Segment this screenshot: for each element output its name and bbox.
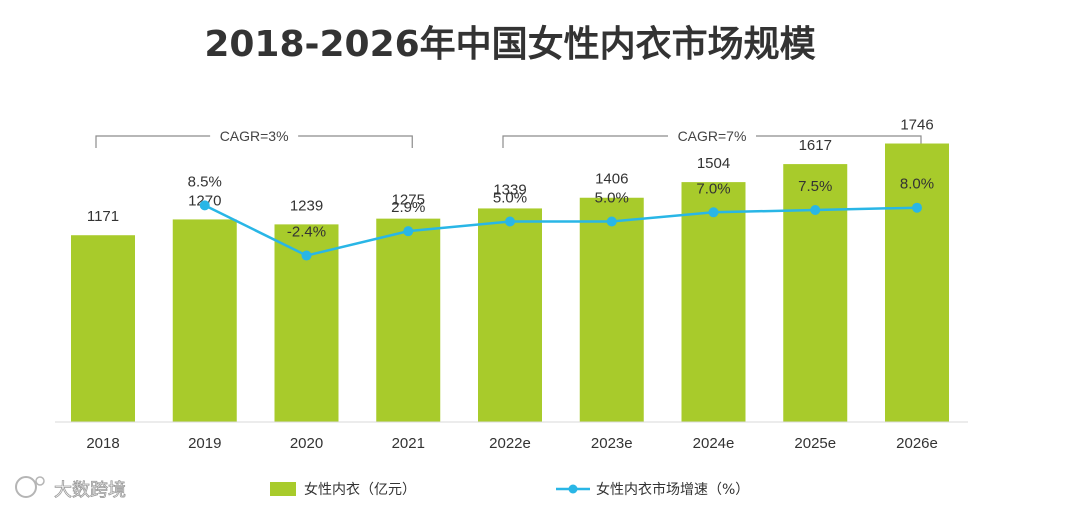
legend-line-label: 女性内衣市场增速（%）: [596, 481, 749, 498]
cagr-label: CAGR=3%: [220, 128, 289, 144]
bar-value-label: 1171: [87, 208, 119, 225]
x-tick-label: 2024e: [693, 435, 735, 452]
growth-point: [606, 216, 617, 227]
growth-point: [403, 226, 414, 237]
legend-bar-swatch: [270, 482, 296, 496]
legend-line-marker: [568, 484, 578, 494]
x-axis-ticks: 2018 2019 2020 2021 2022e 2023e 2024e 2025e 2026…: [86, 435, 938, 452]
watermark-logo-icon: [15, 476, 37, 498]
bar-value-label: 1239: [290, 197, 323, 214]
cagr-label: CAGR=7%: [678, 128, 747, 144]
x-tick-label: 2026e: [896, 435, 938, 452]
bar-value-label: 1339: [493, 181, 526, 198]
growth-point: [199, 200, 210, 211]
bar: [71, 235, 135, 422]
legend-bar-label: 女性内衣（亿元）: [304, 481, 416, 498]
growth-point: [301, 250, 312, 261]
growth-value-label: 8.0%: [900, 176, 934, 193]
growth-value-label: 8.5%: [188, 173, 222, 190]
bar: [172, 219, 237, 422]
growth-line: [204, 204, 918, 257]
bar-value-label: 1406: [595, 171, 628, 188]
growth-value-label: 7.0%: [696, 180, 730, 197]
growth-point: [708, 207, 719, 218]
watermark-logo-dot: [35, 476, 45, 486]
cagr-annotations: CAGR=3% CAGR=7%: [95, 128, 922, 148]
bar-series: 117112701239127513391406150416171746: [71, 117, 949, 422]
bar-value-label: 1275: [392, 192, 425, 209]
bar-value-label: 1617: [799, 137, 832, 154]
growth-point: [505, 216, 515, 227]
growth-point: [912, 202, 922, 213]
x-tick-label: 2025e: [794, 435, 836, 452]
growth-value-label: 5.0%: [493, 190, 527, 207]
watermark: 大数跨境: [15, 476, 126, 501]
x-tick-label: 2023e: [591, 435, 633, 452]
bar: [579, 197, 644, 422]
x-tick-label: 2020: [290, 435, 323, 452]
growth-value-label: -2.4%: [287, 224, 326, 241]
line-series: 8.5% -2.4% 2.9% 5.0% 5.0% 7.0% 7.5% 8.0%: [188, 173, 934, 261]
x-tick-label: 2018: [86, 435, 119, 452]
cagr-bracket: [95, 135, 413, 148]
bar: [885, 143, 949, 422]
chart-title: 2018-2026年中国女性内衣市场规模: [204, 24, 815, 65]
bar-value-label: 1504: [697, 155, 730, 172]
x-tick-label: 2019: [188, 435, 221, 452]
x-tick-label: 2022e: [489, 435, 531, 452]
bar: [478, 208, 542, 422]
bar: [376, 218, 441, 422]
growth-value-label: 5.0%: [595, 190, 629, 207]
bar: [681, 182, 746, 422]
x-tick-label: 2021: [392, 435, 425, 452]
watermark-text: 大数跨境: [54, 480, 126, 501]
bar: [783, 164, 848, 422]
growth-value-label: 7.5%: [798, 178, 832, 195]
growth-value-label: 2.9%: [391, 199, 425, 216]
legend: 女性内衣（亿元） 女性内衣市场增速（%）: [270, 481, 749, 498]
bar-value-label: 1746: [900, 117, 933, 134]
growth-point: [810, 205, 821, 215]
